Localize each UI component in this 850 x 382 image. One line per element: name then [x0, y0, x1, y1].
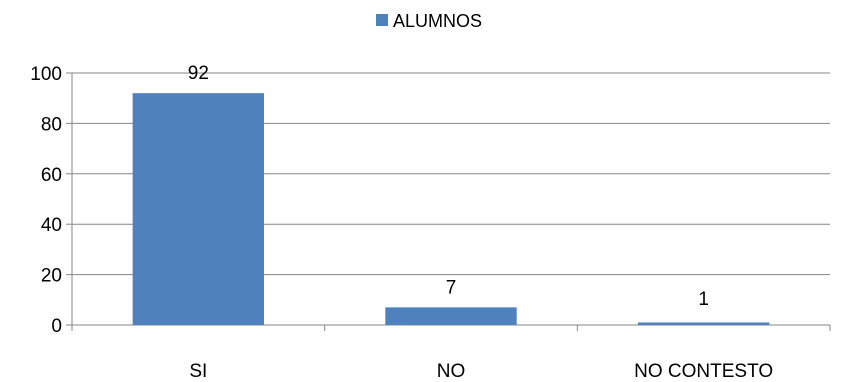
data-label: 92 [188, 63, 209, 84]
category-label: NO [437, 361, 466, 382]
category-label: NO CONTESTO [634, 361, 773, 382]
y-tick-label: 0 [51, 316, 62, 337]
bar-no [385, 307, 517, 325]
data-labels: 92 7 1 [188, 63, 709, 310]
bars [132, 93, 770, 325]
bar-no-contesto [637, 322, 770, 325]
legend: ALUMNOS [376, 11, 482, 31]
category-label: SI [189, 361, 207, 382]
y-tick-label: 40 [41, 215, 62, 236]
category-labels: SI NO NO CONTESTO [189, 361, 773, 382]
y-tick-label: 60 [41, 165, 62, 186]
legend-swatch [376, 14, 388, 26]
y-tick-label: 100 [30, 64, 62, 85]
bar-si [132, 93, 265, 325]
data-label: 7 [446, 277, 457, 298]
y-tick-label: 20 [41, 266, 62, 287]
y-tick-labels: 0 20 40 60 80 100 [30, 64, 62, 337]
y-tick-label: 80 [41, 114, 62, 135]
data-label: 1 [698, 289, 709, 310]
legend-label: ALUMNOS [393, 11, 482, 31]
